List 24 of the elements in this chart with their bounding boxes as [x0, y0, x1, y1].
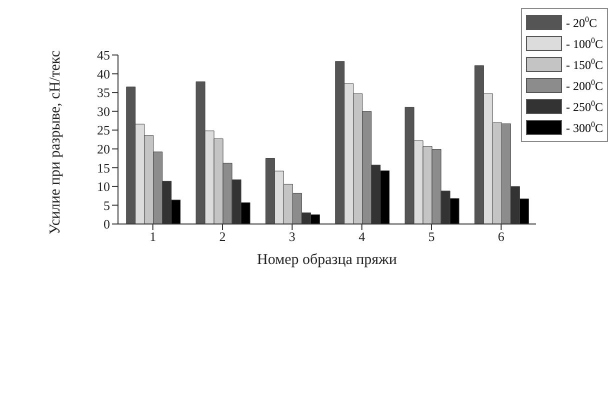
y-tick-label: 0 [104, 216, 110, 232]
y-tick-label: 10 [97, 179, 110, 194]
x-tick-label: 1 [150, 229, 156, 244]
y-tick-label: 30 [97, 104, 110, 119]
x-tick-label: 4 [358, 229, 366, 244]
x-tick-label: 6 [498, 229, 505, 244]
y-tick-label: 45 [97, 48, 110, 63]
y-tick-label: 40 [97, 66, 110, 82]
legend-label: - 200$^{0}$C [566, 78, 603, 92]
x-tick-label: 5 [428, 229, 435, 244]
x-tick-label: 2 [219, 229, 226, 244]
legend-label: - 150$^{0}$C [566, 56, 603, 72]
y-tick-label: 20 [97, 142, 110, 157]
y-axis-title: Усилие при разрыве, сН/текс [47, 50, 64, 234]
legend-label: - 20$^{0}$C [566, 14, 597, 30]
x-axis-title: Номер образца пряжи [257, 252, 397, 268]
y-tick-label: 35 [97, 85, 110, 100]
x-tick-label: 3 [288, 229, 296, 244]
y-tick-label: 15 [97, 160, 110, 176]
y-tick-label: 5 [104, 198, 110, 213]
legend-label: - 300$^{0}$C [566, 120, 603, 134]
y-tick-label: 25 [97, 122, 110, 138]
legend-label: - 250$^{0}$C [566, 98, 603, 114]
legend-label: - 100$^{0}$C [566, 36, 603, 50]
